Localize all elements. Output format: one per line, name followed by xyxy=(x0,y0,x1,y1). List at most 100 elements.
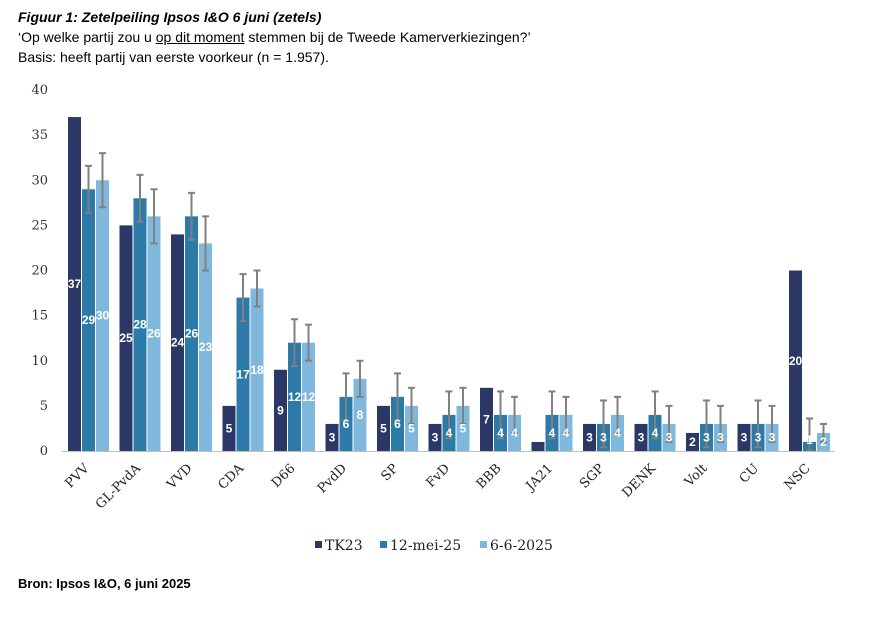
data-label: 6 xyxy=(394,417,401,431)
x-tick-label: SGP xyxy=(577,461,608,492)
legend-label: 6-6-2025 xyxy=(490,538,553,554)
bar-TK23-SP xyxy=(377,405,390,451)
data-label: 23 xyxy=(199,340,213,354)
bar-6-6-2025-D66 xyxy=(302,342,315,451)
data-label: 9 xyxy=(277,403,284,417)
data-label: 3 xyxy=(638,430,645,444)
x-tick-label: NSC xyxy=(782,461,814,493)
data-label: 12 xyxy=(302,390,316,404)
x-tick-label: D66 xyxy=(269,461,299,491)
data-label: 7 xyxy=(483,412,490,426)
bar-TK23-GL-PvdA xyxy=(119,225,133,451)
basis-note: Basis: heeft partij van eerste voorkeur … xyxy=(18,49,329,65)
bar-TK23-FvD xyxy=(428,423,442,451)
data-label: 3 xyxy=(600,430,607,444)
bar-TK23-VVD xyxy=(171,234,184,451)
bar-TK23-Volt xyxy=(686,432,699,451)
data-label: 4 xyxy=(511,426,518,440)
data-label: 2 xyxy=(689,435,696,449)
data-label: 6 xyxy=(343,417,350,431)
y-tick-label: 25 xyxy=(31,218,48,233)
data-label: 12 xyxy=(288,390,302,404)
data-label: 5 xyxy=(226,421,233,435)
data-label: 3 xyxy=(769,430,776,444)
y-tick-label: 0 xyxy=(40,444,48,459)
y-tick-label: 20 xyxy=(31,264,48,279)
x-tick-label: PvdD xyxy=(315,461,350,496)
bar-12-mei-25-PVV xyxy=(82,189,95,451)
data-label: 4 xyxy=(563,426,570,440)
data-label: 5 xyxy=(460,421,467,435)
bar-12-mei-25-GL-PvdA xyxy=(133,198,147,451)
legend-label: TK23 xyxy=(325,538,363,554)
data-label: 20 xyxy=(789,354,803,368)
question-text: ‘Op welke partij zou u xyxy=(18,29,156,45)
data-label: 3 xyxy=(717,430,724,444)
bar-12-mei-25-D66 xyxy=(288,342,301,451)
question-emphasis: op dit moment xyxy=(155,29,245,45)
bar-TK23-CU xyxy=(737,423,751,451)
legend: TK23 12-mei-25 6-6-2025 xyxy=(315,538,553,554)
x-tick-label: GL-PvdA xyxy=(93,461,144,512)
bar-TK23-PVV xyxy=(68,117,81,451)
bar-12-mei-25-PvdD xyxy=(339,396,353,451)
data-label: 4 xyxy=(549,426,556,440)
bar-6-6-2025-FvD xyxy=(456,405,470,451)
data-label: 1 xyxy=(806,433,813,447)
bar-6-6-2025-VVD xyxy=(199,243,212,451)
bar-TK23-D66 xyxy=(274,369,287,451)
data-label: 29 xyxy=(82,313,96,327)
bar-TK23-CDA xyxy=(222,405,236,451)
data-label: 24 xyxy=(171,336,185,350)
data-label: 3 xyxy=(586,430,593,444)
data-label: 4 xyxy=(446,426,453,440)
x-axis: PVV GL-PvdA VVD CDA D66 PvdD SP FvD BBB JA21 SGP DE… xyxy=(62,451,835,512)
x-tick-label: CU xyxy=(737,461,762,486)
x-tick-label: PVV xyxy=(63,461,94,492)
x-tick-label: SP xyxy=(378,461,401,484)
legend-swatch xyxy=(315,541,322,548)
data-label: 3 xyxy=(329,430,336,444)
x-tick-label: FvD xyxy=(424,461,454,491)
data-label: 28 xyxy=(133,318,147,332)
source-note: Bron: Ipsos I&O, 6 juni 2025 xyxy=(18,576,191,591)
bar-12-mei-25-CDA xyxy=(236,297,250,451)
data-label: 8 xyxy=(357,408,364,422)
legend-swatch xyxy=(480,541,487,548)
survey-question: ‘Op welke partij zou u op dit moment ste… xyxy=(18,28,531,46)
data-label: 26 xyxy=(185,327,199,341)
y-tick-label: 5 xyxy=(40,399,48,414)
bar-6-6-2025-SP xyxy=(405,405,418,451)
data-label: 3 xyxy=(703,430,710,444)
data-label: 3 xyxy=(432,430,439,444)
data-label: 25 xyxy=(119,331,133,345)
x-tick-label: Volt xyxy=(681,461,711,491)
y-tick-label: 10 xyxy=(31,354,48,369)
data-label: 5 xyxy=(408,421,415,435)
bar-TK23-PvdD xyxy=(325,423,339,451)
bar-TK23-SGP xyxy=(583,423,596,451)
y-tick-label: 35 xyxy=(31,128,48,143)
question-text-end: stemmen bij de Tweede Kamerverkiezingen?… xyxy=(244,29,531,45)
x-tick-label: BBB xyxy=(474,461,505,492)
data-label: 3 xyxy=(741,430,748,444)
x-tick-label: VVD xyxy=(164,461,196,493)
bar-12-mei-25-SP xyxy=(391,396,404,451)
data-label: 17 xyxy=(236,367,250,381)
data-label: 3 xyxy=(666,430,673,444)
bars xyxy=(68,117,830,451)
bar-12-mei-25-VVD xyxy=(185,216,198,451)
legend-label: 12-mei-25 xyxy=(390,538,461,554)
data-label: 4 xyxy=(497,426,504,440)
legend-swatch xyxy=(380,541,387,548)
data-label: 30 xyxy=(96,309,110,323)
data-label: 4 xyxy=(652,426,659,440)
y-tick-label: 30 xyxy=(31,173,48,188)
data-label: 18 xyxy=(250,363,264,377)
y-tick-label: 15 xyxy=(31,309,48,324)
bar-TK23-BBB xyxy=(480,387,493,451)
bar-TK23-DENK xyxy=(634,423,648,451)
data-label: 5 xyxy=(380,421,387,435)
